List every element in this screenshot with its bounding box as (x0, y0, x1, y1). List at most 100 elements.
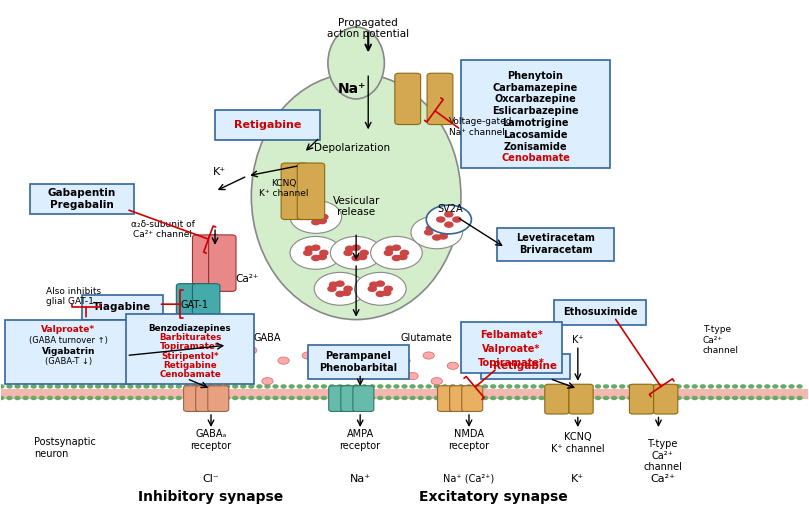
Circle shape (394, 385, 399, 388)
Circle shape (676, 385, 681, 388)
Circle shape (362, 385, 366, 388)
Text: Gabapentin
Pregabalin: Gabapentin Pregabalin (48, 188, 116, 210)
Circle shape (402, 396, 407, 399)
Circle shape (499, 396, 504, 399)
Circle shape (741, 396, 746, 399)
Circle shape (305, 246, 313, 251)
Text: Tiagabine: Tiagabine (93, 302, 151, 312)
Circle shape (507, 396, 512, 399)
Text: Na⁺ (Ca²⁺): Na⁺ (Ca²⁺) (443, 474, 494, 483)
Circle shape (628, 396, 633, 399)
Circle shape (515, 385, 520, 388)
FancyBboxPatch shape (498, 228, 614, 261)
Text: Benzodiazepines: Benzodiazepines (149, 324, 231, 333)
Circle shape (303, 214, 311, 219)
Circle shape (507, 385, 512, 388)
Text: Topiramate*: Topiramate* (160, 342, 220, 351)
Circle shape (344, 286, 352, 292)
Circle shape (273, 385, 278, 388)
FancyBboxPatch shape (353, 386, 374, 411)
FancyBboxPatch shape (544, 384, 569, 414)
Circle shape (749, 396, 754, 399)
Ellipse shape (252, 73, 461, 319)
Circle shape (328, 286, 336, 292)
Text: KCNQ
K⁺ channel: KCNQ K⁺ channel (259, 179, 308, 199)
Circle shape (652, 385, 657, 388)
Circle shape (337, 385, 342, 388)
Circle shape (345, 396, 350, 399)
Text: Glutamate: Glutamate (400, 332, 452, 343)
FancyBboxPatch shape (297, 163, 324, 219)
Text: Inhibitory synapse: Inhibitory synapse (138, 490, 284, 504)
Text: Depolarization: Depolarization (314, 142, 390, 153)
Circle shape (160, 396, 165, 399)
Circle shape (360, 250, 368, 255)
FancyBboxPatch shape (462, 386, 483, 411)
Circle shape (7, 385, 12, 388)
Circle shape (176, 385, 181, 388)
Text: Stiripentol*: Stiripentol* (161, 351, 218, 361)
Text: Voltage-gated
Na⁺ channel: Voltage-gated Na⁺ channel (449, 118, 512, 137)
FancyBboxPatch shape (6, 319, 130, 384)
FancyBboxPatch shape (395, 73, 421, 124)
Circle shape (418, 385, 423, 388)
Circle shape (314, 272, 366, 305)
Circle shape (451, 385, 455, 388)
Circle shape (604, 396, 608, 399)
Circle shape (595, 396, 600, 399)
Circle shape (563, 396, 568, 399)
Circle shape (368, 286, 376, 292)
Text: Carbamazepine: Carbamazepine (493, 83, 578, 92)
Text: Propagated
action potential: Propagated action potential (327, 18, 409, 39)
Circle shape (756, 385, 761, 388)
Circle shape (491, 385, 496, 388)
Circle shape (152, 385, 157, 388)
Text: Ethosuximide: Ethosuximide (563, 308, 637, 317)
Circle shape (604, 385, 608, 388)
Circle shape (55, 396, 60, 399)
Circle shape (668, 396, 673, 399)
Text: K⁺: K⁺ (571, 474, 584, 483)
Circle shape (257, 396, 262, 399)
Circle shape (7, 396, 12, 399)
Circle shape (445, 212, 453, 217)
Circle shape (547, 396, 552, 399)
Circle shape (193, 396, 197, 399)
FancyBboxPatch shape (461, 60, 610, 168)
Text: Ca²⁺: Ca²⁺ (235, 273, 259, 283)
Text: T-type
Ca²⁺
channel: T-type Ca²⁺ channel (703, 325, 739, 355)
Circle shape (302, 352, 313, 359)
Circle shape (79, 385, 84, 388)
Circle shape (400, 250, 409, 255)
Circle shape (265, 385, 270, 388)
FancyBboxPatch shape (553, 300, 646, 325)
Circle shape (539, 385, 544, 388)
Text: (GABA-T ↓): (GABA-T ↓) (44, 357, 92, 366)
Circle shape (329, 385, 334, 388)
Circle shape (644, 396, 649, 399)
Circle shape (79, 396, 84, 399)
Circle shape (483, 385, 488, 388)
Text: α₂δ-subunit of
Ca²⁺ channel: α₂δ-subunit of Ca²⁺ channel (131, 220, 195, 239)
Circle shape (571, 396, 576, 399)
Circle shape (491, 396, 496, 399)
Circle shape (282, 385, 286, 388)
Circle shape (32, 385, 36, 388)
Circle shape (756, 396, 761, 399)
FancyBboxPatch shape (654, 384, 678, 414)
FancyBboxPatch shape (196, 386, 217, 411)
Circle shape (297, 396, 302, 399)
Circle shape (144, 385, 149, 388)
Circle shape (112, 396, 116, 399)
Circle shape (87, 385, 92, 388)
Circle shape (330, 236, 382, 269)
Circle shape (345, 385, 350, 388)
Text: Cl⁻: Cl⁻ (202, 474, 219, 483)
Circle shape (660, 396, 665, 399)
Text: Phenytoin: Phenytoin (507, 71, 563, 81)
Text: K⁺: K⁺ (213, 167, 226, 177)
Circle shape (290, 236, 341, 269)
Circle shape (620, 396, 625, 399)
FancyBboxPatch shape (82, 295, 163, 319)
Circle shape (128, 396, 133, 399)
